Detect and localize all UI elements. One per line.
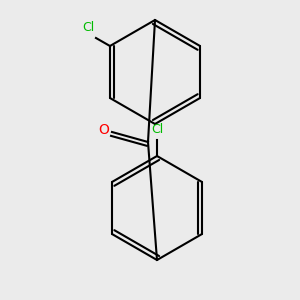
Text: Cl: Cl [151, 123, 163, 136]
Text: Cl: Cl [82, 21, 94, 34]
Text: O: O [99, 123, 110, 137]
